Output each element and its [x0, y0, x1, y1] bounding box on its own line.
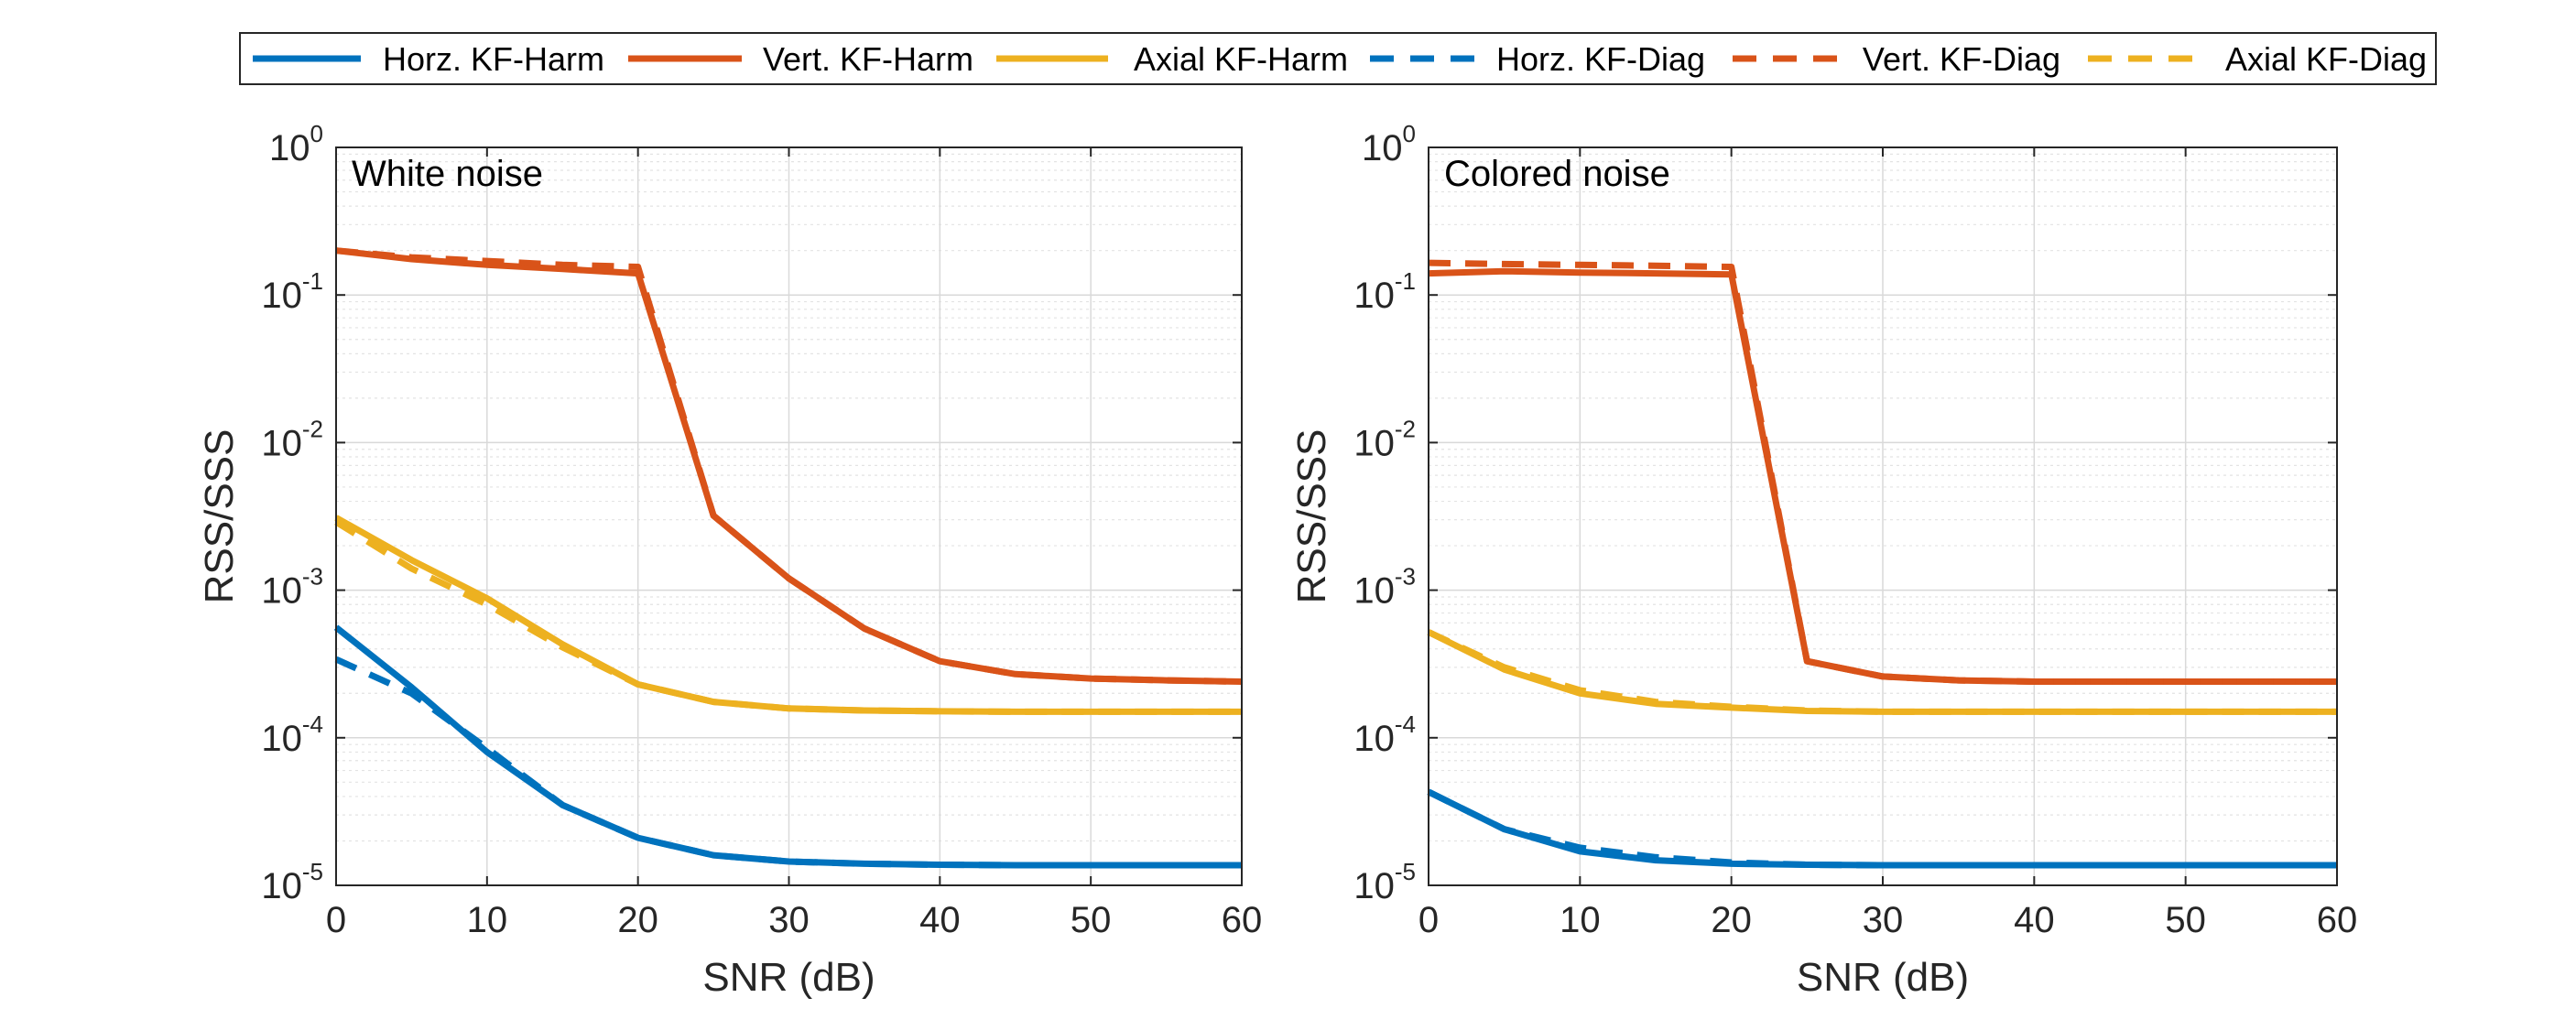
- y-tick-label: 100: [1362, 120, 1416, 168]
- y-tick-label: 100: [269, 120, 323, 168]
- legend-label-vert-kf-harm: Vert. KF-Harm: [763, 40, 973, 78]
- legend-label-axial-kf-diag: Axial KF-Diag: [2225, 40, 2427, 78]
- legend-label-vert-kf-diag: Vert. KF-Diag: [1863, 40, 2060, 78]
- y-tick-label: 10-3: [1353, 563, 1416, 612]
- legend: Horz. KF-Harm Vert. KF-Harm Axial KF-Harm H…: [239, 32, 2437, 85]
- panel-colored-noise: 0 10 20 30 40 50 60 10-5 10-4 10-3 10-2 10-1 100 SNR …: [1289, 120, 2357, 1000]
- ticks: 0 10 20 30 40 50 60 10-5 10-4 10-3 10-2 10-1 100: [1353, 120, 2357, 940]
- legend-box: [239, 32, 2437, 85]
- y-tick-label: 10-2: [1353, 415, 1416, 463]
- x-tick-label: 60: [2317, 900, 2358, 940]
- legend-label-axial-kf-harm: Axial KF-Harm: [1134, 40, 1348, 78]
- y-tick-label: 10-5: [1353, 858, 1416, 906]
- x-tick-label: 60: [1222, 900, 1263, 940]
- series-line-horz-kf-harm: [1427, 788, 2337, 869]
- x-tick-label: 20: [617, 900, 658, 940]
- y-tick-label: 10-4: [261, 710, 323, 759]
- x-tick-label: 0: [326, 900, 346, 940]
- series-line-vert-kf-diag: [1428, 259, 2337, 685]
- x-tick-label: 30: [768, 900, 810, 940]
- legend-label-horz-kf-harm: Horz. KF-Harm: [383, 40, 604, 78]
- x-tick-label: 10: [467, 900, 508, 940]
- series-group: [333, 247, 1243, 869]
- x-tick-label: 40: [2014, 900, 2055, 940]
- panel-title: Colored noise: [1444, 154, 1670, 194]
- y-tick-label: 10-4: [1353, 710, 1416, 759]
- x-tick-label: 30: [1863, 900, 1904, 940]
- y-tick-label: 10-3: [261, 563, 323, 612]
- series-line-axial-kf-diag: [334, 519, 1242, 715]
- panel-white-noise: 0 10 20 30 40 50 60 10-5 10-4 10-3 10-2 10-1 100 SNR …: [197, 120, 1262, 1000]
- y-tick-label: 10-1: [261, 267, 323, 316]
- series-line-horz-kf-diag: [1427, 788, 2337, 869]
- x-tick-label: 0: [1418, 900, 1439, 940]
- series-line-horz-kf-diag: [334, 656, 1242, 869]
- x-axis-label: SNR (dB): [1797, 955, 1969, 1000]
- series-line-vert-kf-diag: [335, 247, 1243, 685]
- x-tick-label: 40: [919, 900, 961, 940]
- series-group: [1427, 259, 2337, 869]
- series-line-axial-kf-diag: [1427, 629, 2337, 715]
- legend-label-horz-kf-diag: Horz. KF-Diag: [1496, 40, 1705, 78]
- x-tick-label: 50: [2165, 900, 2206, 940]
- ticks: 0 10 20 30 40 50 60 10-5 10-4 10-3 10-2 10-1 100: [261, 120, 1262, 940]
- y-axis-label: RSS/SSS: [197, 429, 242, 604]
- x-tick-label: 50: [1071, 900, 1112, 940]
- y-tick-label: 10-2: [261, 415, 323, 463]
- y-axis-label: RSS/SSS: [1289, 429, 1334, 604]
- y-tick-label: 10-1: [1353, 267, 1416, 316]
- x-tick-label: 10: [1560, 900, 1601, 940]
- y-tick-label: 10-5: [261, 858, 323, 906]
- x-tick-label: 20: [1711, 900, 1752, 940]
- panel-title: White noise: [352, 154, 543, 194]
- x-axis-label: SNR (dB): [702, 955, 875, 1000]
